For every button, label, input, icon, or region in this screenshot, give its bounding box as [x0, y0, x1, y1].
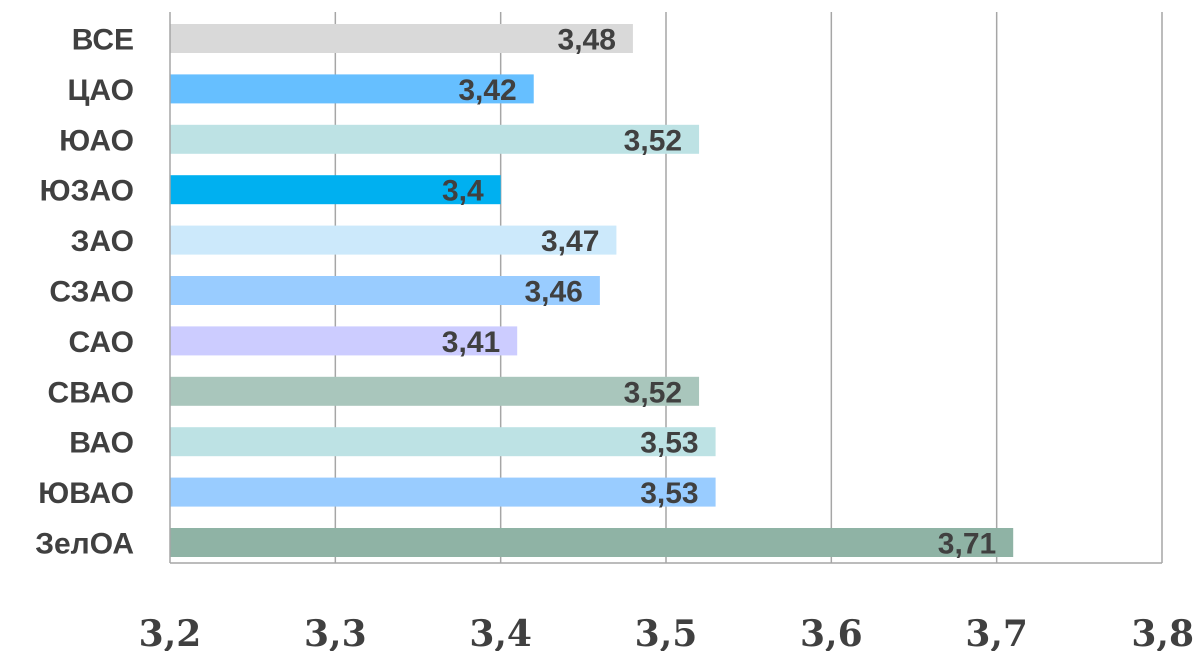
bar — [170, 124, 700, 154]
bar — [170, 376, 700, 406]
axis-lines — [169, 12, 1162, 564]
value-label: 3,4 — [442, 175, 484, 208]
x-tick-labels: 3,2 3,3 3,4 3,5 3,6 3,7 3,8 — [139, 613, 1194, 651]
category-label: ВСЕ — [72, 24, 134, 57]
value-label: 3,53 — [640, 477, 698, 510]
x-tick-label: 3,2 — [139, 613, 202, 651]
value-label: 3,46 — [524, 276, 582, 309]
x-tick-label: 3,7 — [965, 613, 1028, 651]
category-label: ЗАО — [71, 225, 134, 258]
value-label: 3,71 — [938, 528, 996, 561]
category-label: САО — [68, 326, 134, 359]
x-tick-label: 3,6 — [800, 613, 863, 651]
bar — [170, 175, 501, 205]
category-label: ЮАО — [59, 124, 134, 157]
category-label: СВАО — [48, 376, 134, 409]
category-label: ЗелОА — [35, 528, 134, 561]
gridlines — [334, 12, 1163, 563]
bars — [170, 24, 1014, 557]
x-tick-label: 3,5 — [635, 613, 698, 651]
bar — [170, 427, 716, 457]
value-label: 3,41 — [442, 326, 500, 359]
category-label: ЮВАО — [38, 477, 134, 510]
x-tick-label: 3,3 — [304, 613, 367, 651]
x-tick-label: 3,8 — [1131, 613, 1194, 651]
category-label: ВАО — [69, 427, 134, 460]
bar — [170, 225, 617, 255]
bar — [170, 528, 1014, 557]
bar — [170, 477, 716, 507]
value-label: 3,48 — [558, 24, 616, 57]
value-label: 3,53 — [640, 427, 698, 460]
value-label: 3,52 — [624, 124, 682, 157]
category-label: СЗАО — [49, 276, 134, 309]
value-label: 3,47 — [541, 225, 599, 258]
x-tick-label: 3,4 — [469, 613, 532, 651]
bar — [170, 24, 633, 53]
value-labels: 3,48 3,42 3,52 3,4 3,47 3,46 3,41 3,52 3,53 3,53 3… — [442, 24, 996, 561]
category-label: ЮЗАО — [40, 175, 134, 208]
bar — [170, 74, 534, 104]
category-label: ЦАО — [67, 74, 134, 107]
value-label: 3,42 — [458, 74, 516, 107]
value-label: 3,52 — [624, 376, 682, 409]
bar — [170, 276, 600, 305]
bar — [170, 326, 518, 356]
category-labels: ВСЕ ЦАО ЮАО ЮЗАО ЗАО СЗАО САО СВАО ВАО ЮВАО ЗелОА — [35, 24, 134, 561]
